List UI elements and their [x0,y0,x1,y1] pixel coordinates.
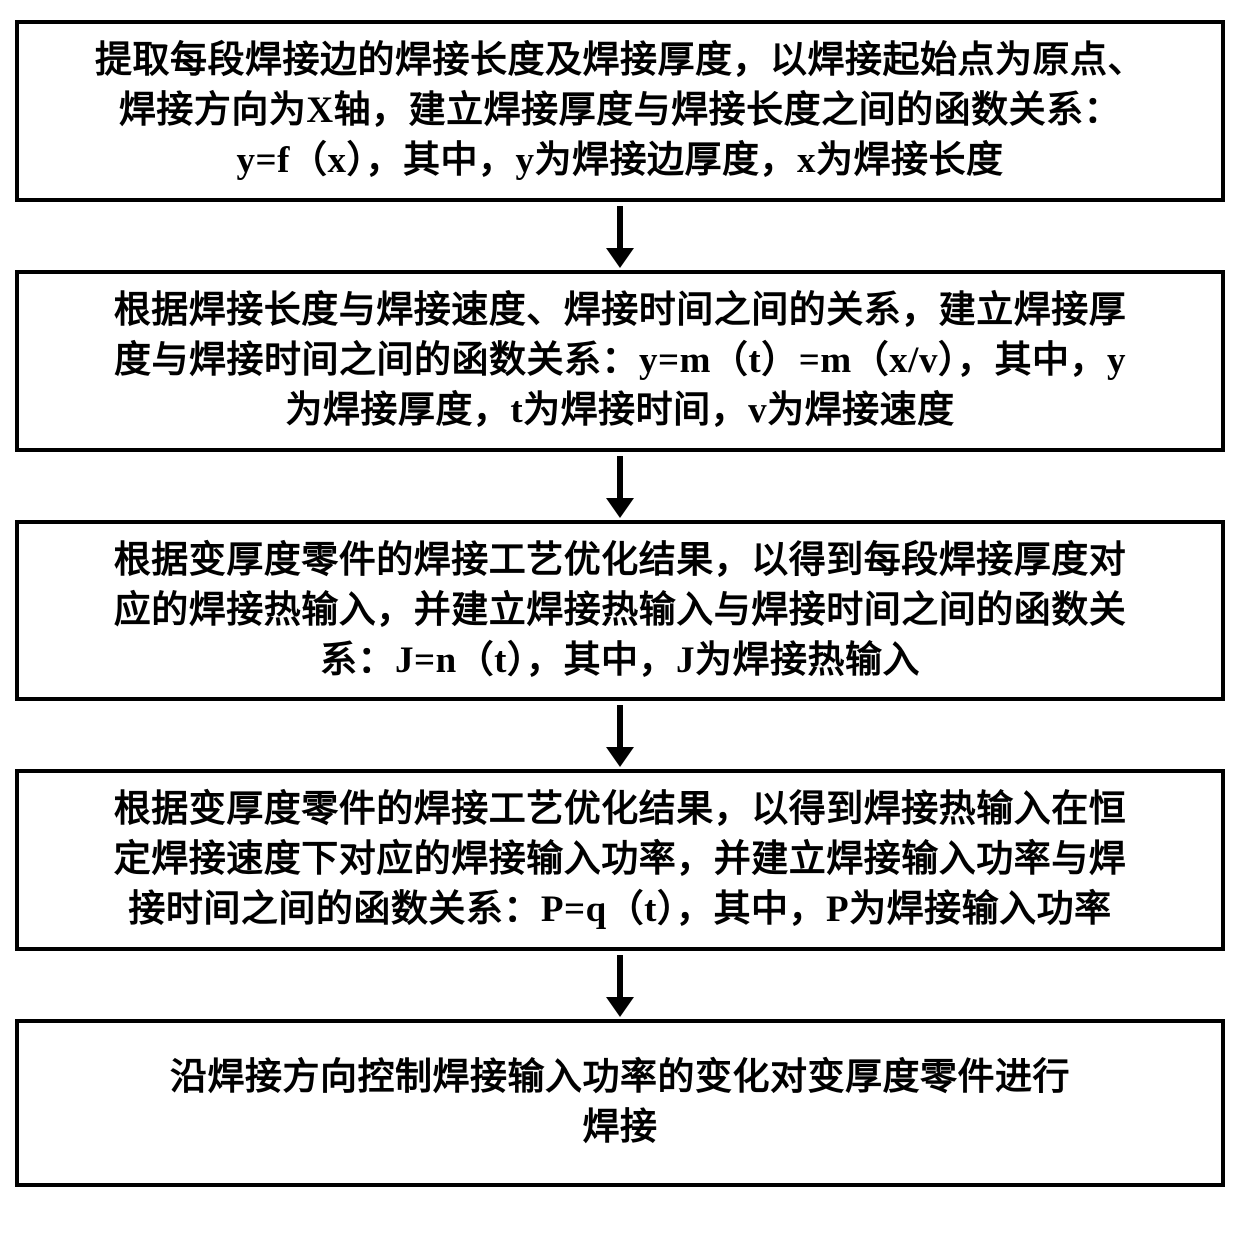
flowchart-step: 提取每段焊接边的焊接长度及焊接厚度，以焊接起始点为原点、 焊接方向为X轴，建立焊… [15,20,1225,202]
flowchart-step: 根据变厚度零件的焊接工艺优化结果，以得到每段焊接厚度对 应的焊接热输入，并建立焊… [15,520,1225,702]
step-text: 提取每段焊接边的焊接长度及焊接厚度，以焊接起始点为原点、 焊接方向为X轴，建立焊… [37,36,1203,186]
flowchart-step: 沿焊接方向控制焊接输入功率的变化对变厚度零件进行 焊接 [15,1019,1225,1187]
arrow-down-icon [600,701,640,769]
step-text: 沿焊接方向控制焊接输入功率的变化对变厚度零件进行 焊接 [37,1053,1203,1153]
flowchart-step: 根据焊接长度与焊接速度、焊接时间之间的关系，建立焊接厚 度与焊接时间之间的函数关… [15,270,1225,452]
step-text: 根据变厚度零件的焊接工艺优化结果，以得到焊接热输入在恒 定焊接速度下对应的焊接输… [37,785,1203,935]
arrow-down-icon [600,202,640,270]
arrow-down-icon [600,452,640,520]
flowchart-step: 根据变厚度零件的焊接工艺优化结果，以得到焊接热输入在恒 定焊接速度下对应的焊接输… [15,769,1225,951]
arrow-down-icon [600,951,640,1019]
flowchart-container: 提取每段焊接边的焊接长度及焊接厚度，以焊接起始点为原点、 焊接方向为X轴，建立焊… [15,20,1225,1187]
step-text: 根据焊接长度与焊接速度、焊接时间之间的关系，建立焊接厚 度与焊接时间之间的函数关… [37,286,1203,436]
step-text: 根据变厚度零件的焊接工艺优化结果，以得到每段焊接厚度对 应的焊接热输入，并建立焊… [37,536,1203,686]
